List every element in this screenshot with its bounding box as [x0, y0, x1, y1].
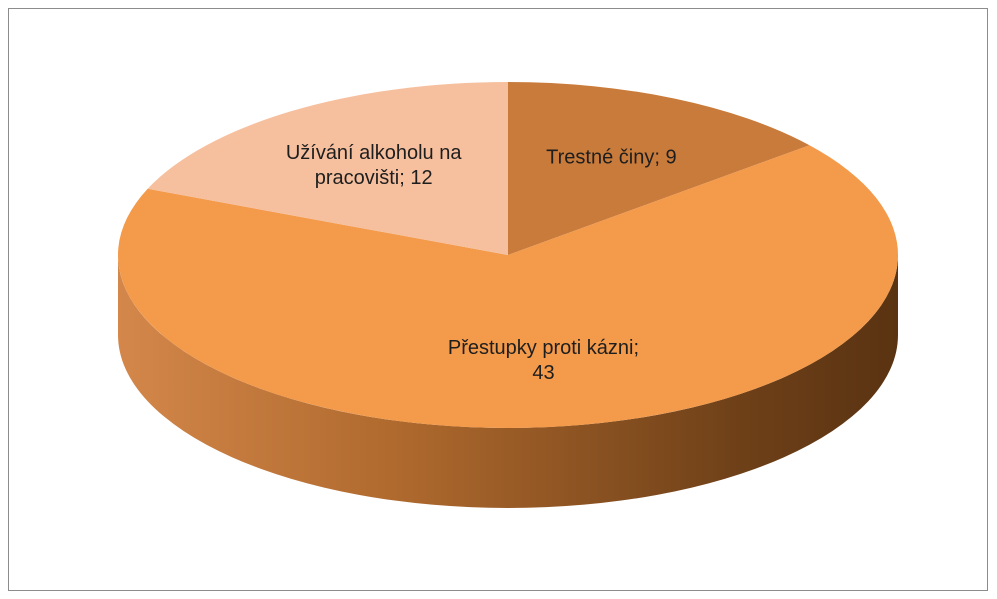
pie-slice [117, 145, 899, 428]
pie-slice [508, 82, 810, 255]
data-label: Užívání alkoholu na pracovišti; 12 [285, 141, 462, 189]
data-label: Trestné činy; 9 [546, 146, 677, 169]
pie-side [118, 255, 898, 508]
frame [8, 8, 988, 591]
pie-slice [147, 82, 508, 255]
data-label: Přestupky proti kázni; 43 [447, 337, 640, 385]
